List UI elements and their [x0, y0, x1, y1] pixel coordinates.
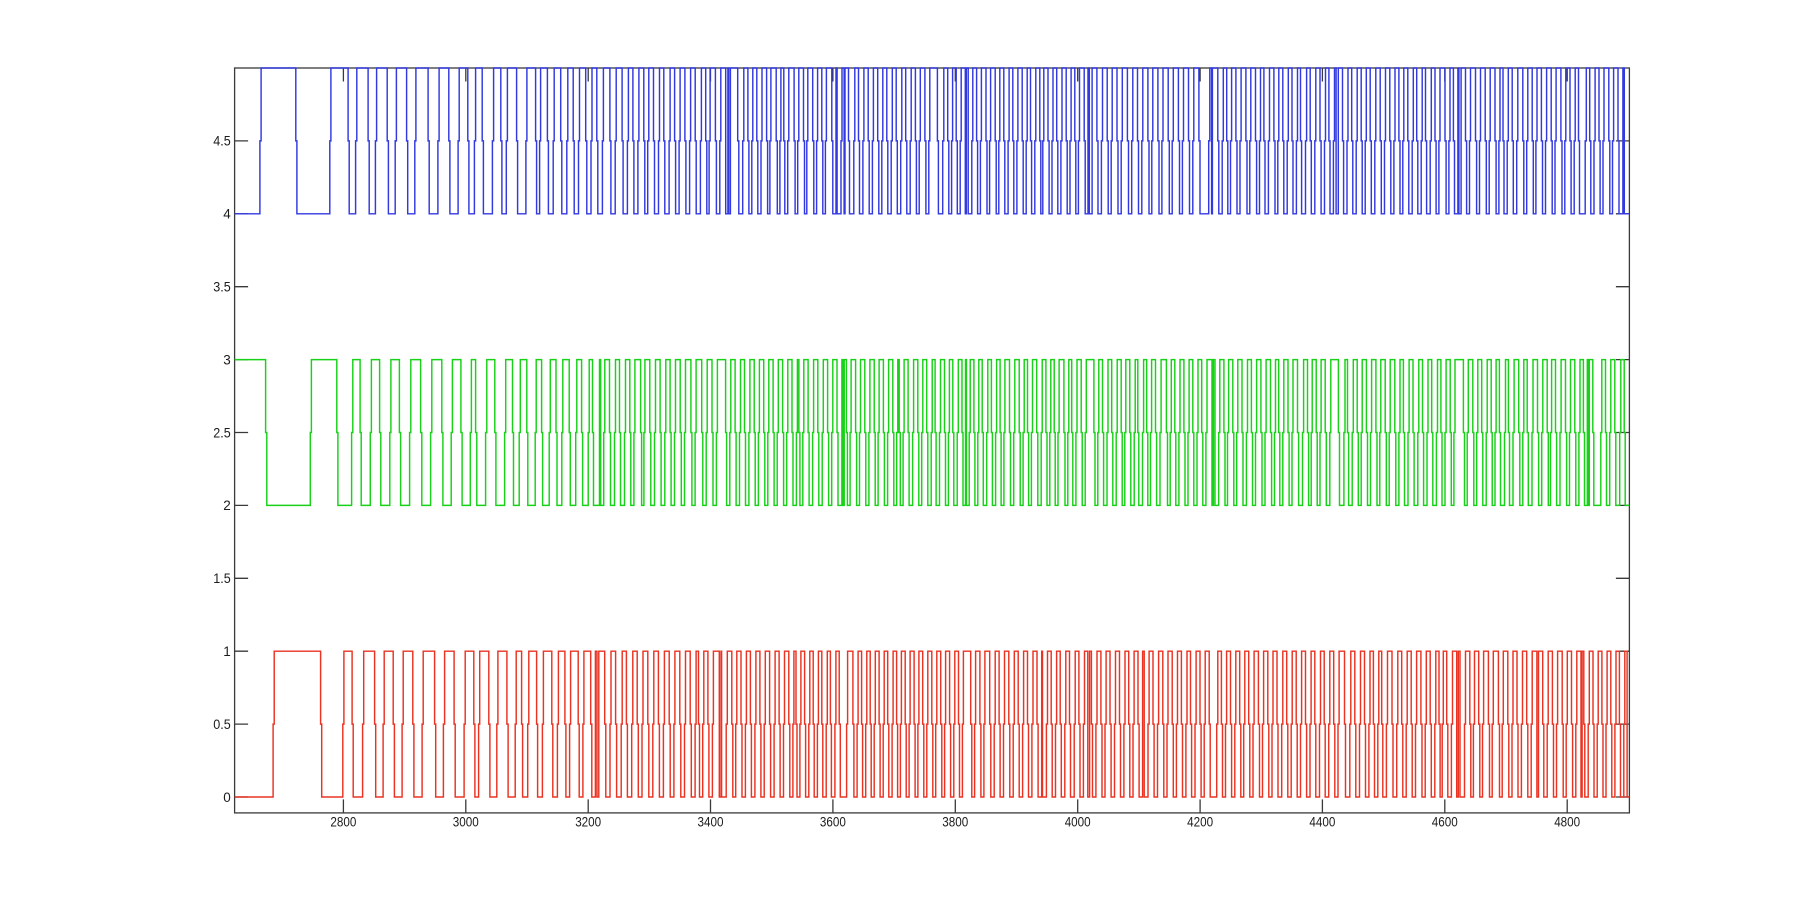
svg-text:3200: 3200: [575, 815, 601, 830]
svg-text:1: 1: [223, 644, 231, 659]
svg-text:2800: 2800: [330, 815, 356, 830]
svg-text:4: 4: [223, 207, 231, 222]
svg-text:4200: 4200: [1187, 815, 1213, 830]
svg-text:4600: 4600: [1432, 815, 1458, 830]
svg-text:3: 3: [223, 352, 231, 367]
svg-text:3.5: 3.5: [213, 280, 231, 295]
svg-text:4400: 4400: [1309, 815, 1335, 830]
svg-text:0.5: 0.5: [213, 717, 231, 732]
svg-text:3000: 3000: [453, 815, 479, 830]
svg-text:1.5: 1.5: [213, 571, 231, 586]
svg-text:4800: 4800: [1554, 815, 1580, 830]
svg-text:2.5: 2.5: [213, 425, 231, 440]
svg-text:2: 2: [223, 498, 231, 513]
svg-text:3600: 3600: [820, 815, 846, 830]
svg-text:4.5: 4.5: [213, 134, 231, 149]
svg-text:0: 0: [223, 790, 231, 805]
svg-text:3400: 3400: [698, 815, 724, 830]
svg-text:4000: 4000: [1065, 815, 1091, 830]
svg-text:3800: 3800: [942, 815, 968, 830]
